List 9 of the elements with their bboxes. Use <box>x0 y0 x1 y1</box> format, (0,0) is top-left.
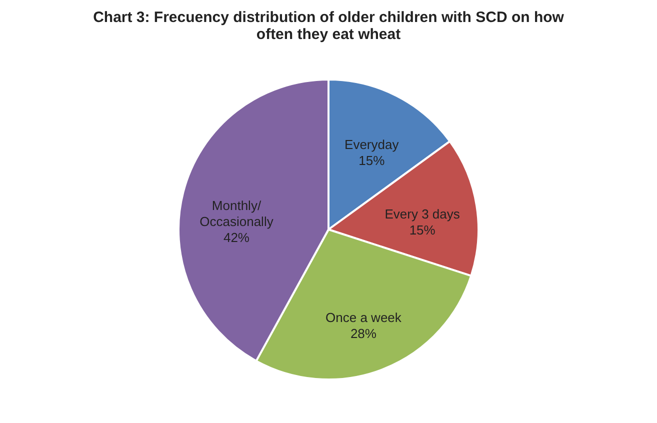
slice-label: Once a week <box>326 310 402 325</box>
slice-label: Every 3 days <box>384 206 460 222</box>
data-label: 15% <box>409 222 436 238</box>
chart-title: Chart 3: Frecuency distribution of older children with SCD on how often they eat wheat <box>93 9 564 43</box>
data-label: 15% <box>358 152 386 168</box>
slice-label: Everyday <box>344 136 400 152</box>
data-label: 42% <box>223 230 250 245</box>
data-label: 28% <box>350 326 377 341</box>
slice-label: Monthly/ Occasionally <box>200 198 274 229</box>
